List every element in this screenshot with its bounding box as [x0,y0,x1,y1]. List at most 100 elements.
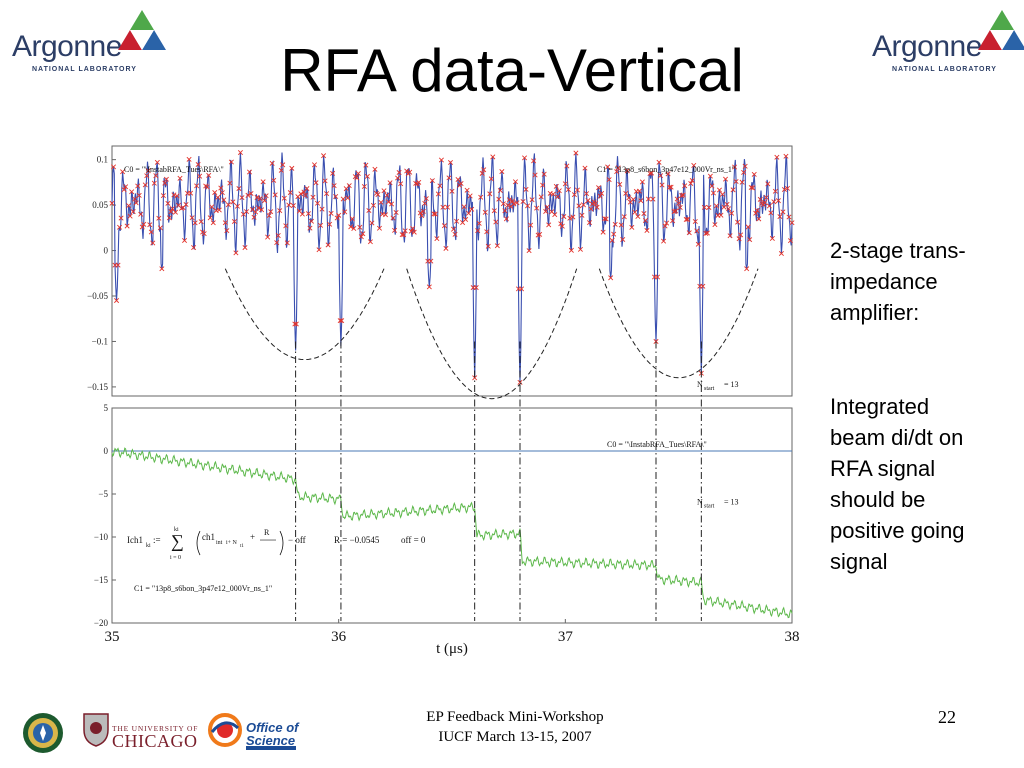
y-tick-label: 0 [104,446,109,456]
marker-x [783,153,789,159]
marker-x [561,214,567,220]
marker-x [375,192,381,198]
marker-x [219,190,225,196]
marker-x [789,220,795,226]
marker-x [518,286,525,292]
marker-x [411,229,417,235]
formula-int-sub: int [216,540,223,546]
marker-x [136,192,142,198]
marker-x [558,221,564,227]
marker-x [245,192,251,198]
marker-x [543,208,549,214]
marker-x [618,222,624,228]
marker-x [231,218,237,224]
marker-x [289,165,295,171]
marker-x [689,178,695,184]
marker-x [555,194,561,200]
formula-r: R [264,528,270,537]
marker-x [163,176,169,182]
marker-x [757,196,763,202]
marker-x [413,180,419,186]
marker-x [665,171,671,177]
x-axis-label: t (μs) [436,641,468,657]
marker-x [159,266,165,272]
marker-x [382,212,389,218]
marker-x [654,274,661,280]
marker-x [747,237,753,243]
marker-x [525,203,531,209]
marker-x [194,183,200,189]
marker-x [225,202,231,208]
marker-x [661,238,667,244]
formula-ich1: Ich1 [127,535,143,545]
marker-x [262,198,268,204]
marker-x [612,221,618,227]
marker-x [381,188,387,194]
marker-x [355,170,361,176]
marker-x [269,160,275,166]
marker-x [497,188,503,194]
marker-x [553,183,559,189]
annotation-c0: C0 = "\InstabRFA_Tues\RFA\" [607,440,707,449]
bottom-frame [111,407,793,624]
marker-x [123,184,129,190]
marker-x [114,298,120,304]
annotation-nstart-sub: start [704,504,715,510]
marker-x [621,214,627,220]
marker-x [733,178,739,185]
marker-x [215,194,221,200]
marker-x [754,207,760,213]
marker-x [441,223,447,229]
marker-x [233,250,239,256]
marker-x [378,199,384,205]
marker-x [189,215,195,221]
marker-x [546,222,552,228]
marker-x [434,236,440,242]
marker-x [277,208,283,214]
marker-x [339,318,345,324]
marker-x [384,192,390,198]
marker-x [256,205,262,211]
marker-x [641,211,647,217]
marker-x [420,208,426,214]
office-of-science-icon [208,713,242,747]
formula-off: − off [288,535,306,545]
marker-x [370,202,376,208]
marker-x [753,210,759,216]
marker-x [174,193,180,199]
marker-x [514,200,520,206]
marker-x [349,216,355,222]
marker-x [626,195,632,201]
marker-x [310,194,316,200]
marker-x [580,202,586,208]
marker-x [488,176,494,182]
marker-x [431,211,437,217]
marker-x [709,183,715,189]
marker-x [324,191,330,197]
envelope-parabola [598,268,759,379]
marker-x [658,173,664,179]
formula-sum-icon: ∑ [171,531,184,551]
marker-x [583,191,590,197]
integrated-green-line [111,447,793,619]
y-tick-label: −10 [94,532,109,542]
marker-x [502,208,508,214]
marker-x [322,178,328,184]
marker-x [278,167,284,173]
marker-x [700,283,706,289]
marker-x [398,181,404,187]
annotation-nstart: N [697,498,703,507]
marker-x [656,159,662,165]
marker-x [738,232,744,238]
marker-x [473,285,479,291]
marker-x [482,209,488,215]
annotation-c0: C0 = "\InstabRFA_Tues\RFA\" [124,165,224,174]
marker-x [221,197,227,203]
marker-x [265,234,271,240]
argonne-wordmark: Argonne [12,30,122,63]
marker-x [650,196,656,202]
marker-x [742,163,748,169]
marker-x [774,154,780,160]
marker-x [399,232,405,238]
marker-x [704,230,710,236]
